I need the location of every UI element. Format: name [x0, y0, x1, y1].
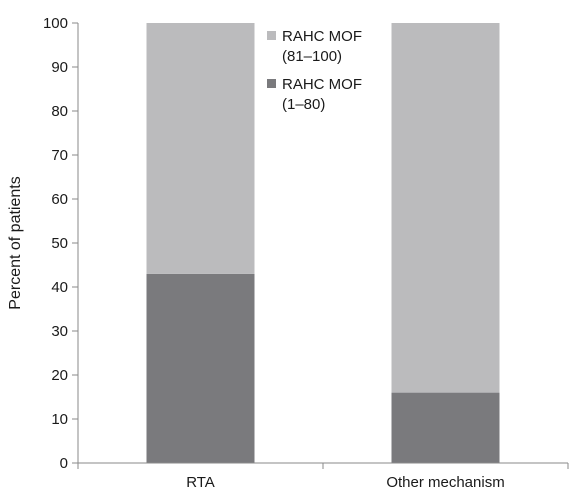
y-tick-label: 40: [51, 279, 68, 296]
y-axis: 0 10 20 30 40 50 60 70 80 90 100: [43, 15, 79, 472]
bar-segment-mof-1-80-rta: [146, 273, 255, 463]
legend-label: (81–100): [282, 48, 342, 65]
bar-segment-mof-81-100-rta: [146, 23, 255, 274]
x-category-label: Other mechanism: [386, 474, 504, 491]
y-axis-title: Percent of patients: [7, 176, 24, 309]
y-tick-label: 90: [51, 59, 68, 76]
y-tick-label: 100: [43, 15, 68, 32]
bar-segment-mof-81-100-other-mechanism: [391, 23, 500, 393]
legend-swatch: [267, 31, 276, 40]
legend-label: RAHC MOF: [282, 28, 362, 45]
y-tick-label: 0: [60, 455, 68, 472]
y-tick-label: 30: [51, 323, 68, 340]
plot-area: [146, 23, 500, 463]
y-tick-label: 10: [51, 411, 68, 428]
legend: RAHC MOF (81–100) RAHC MOF (1–80): [267, 28, 362, 113]
y-tick-label: 20: [51, 367, 68, 384]
legend-label: RAHC MOF: [282, 76, 362, 93]
y-tick-label: 60: [51, 191, 68, 208]
bar-segment-mof-1-80-other-mechanism: [391, 392, 500, 463]
x-category-label: RTA: [186, 474, 215, 491]
legend-swatch: [267, 79, 276, 88]
y-tick-label: 50: [51, 235, 68, 252]
x-axis: RTA Other mechanism: [77, 462, 569, 491]
y-tick-label: 70: [51, 147, 68, 164]
legend-label: (1–80): [282, 96, 325, 113]
y-tick-label: 80: [51, 103, 68, 120]
